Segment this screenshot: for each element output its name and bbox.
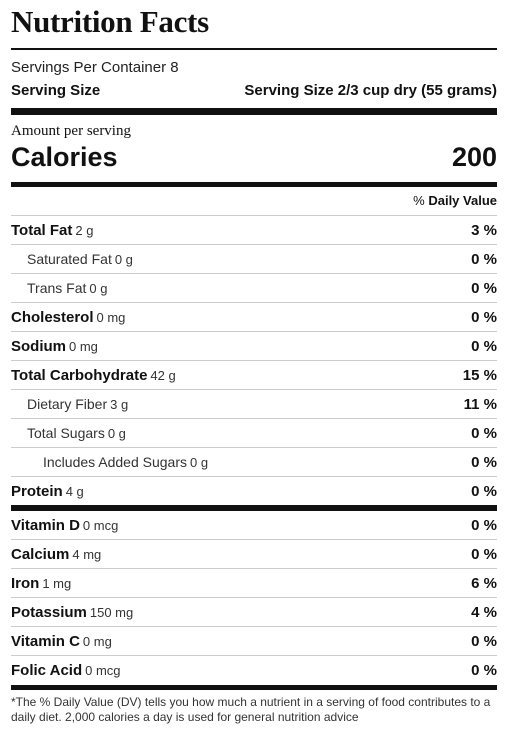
- nutrient-name: Total Sugars: [27, 424, 105, 441]
- vitamins-divider: [11, 505, 497, 511]
- nutrient-pct: 3 %: [471, 221, 497, 239]
- vitamin-pct: 6 %: [471, 574, 497, 592]
- vitamin-pct: 0 %: [471, 661, 497, 679]
- nutrient-row-trans-fat: Trans Fat 0 g 0 %: [11, 274, 497, 303]
- nutrient-pct: 0 %: [471, 308, 497, 326]
- calories-value: 200: [451, 142, 497, 172]
- nutrient-row-total-sugars: Total Sugars 0 g 0 %: [11, 419, 497, 448]
- nutrient-amount: 0 mg: [69, 338, 98, 354]
- nutrient-row-cholesterol: Cholesterol 0 mg 0 %: [11, 303, 497, 332]
- serving-size-value: Serving Size 2/3 cup dry (55 grams): [244, 82, 497, 99]
- vitamin-row-iron: Iron 1 mg 6 %: [11, 569, 497, 598]
- vitamin-row-folic-acid: Folic Acid 0 mcg 0 %: [11, 656, 497, 684]
- divider: [11, 48, 497, 50]
- serving-size-label: Serving Size: [11, 82, 101, 99]
- vitamin-amount: 0 mg: [82, 633, 112, 649]
- vitamin-name: Folic Acid: [11, 661, 83, 679]
- nutrient-row-saturated-fat: Saturated Fat 0 g 0 %: [11, 245, 497, 274]
- vitamin-amount: 4 mg: [72, 546, 102, 562]
- nutrient-amount: 42 g: [150, 367, 176, 383]
- vitamin-row-potassium: Potassium 150 mg 4 %: [11, 598, 497, 627]
- nutrient-amount: 4 g: [65, 483, 84, 499]
- vitamin-amount: 0 mcg: [82, 517, 119, 533]
- nutrient-row-sodium: Sodium 0 mg 0 %: [11, 332, 497, 361]
- nutrient-name: Saturated Fat: [27, 250, 112, 267]
- nutrient-name: Dietary Fiber: [27, 395, 108, 412]
- nutrient-row-total-fat: Total Fat 2 g 3 %: [11, 216, 497, 245]
- vitamin-name: Calcium: [11, 545, 70, 563]
- servings-per-container: Servings Per Container 8: [11, 59, 179, 76]
- nutrient-name: Trans Fat: [27, 279, 87, 296]
- nutrient-name: Includes Added Sugars: [43, 453, 187, 470]
- dv-header-bold: Daily Value: [428, 193, 497, 208]
- vitamin-pct: 0 %: [471, 632, 497, 650]
- vitamin-name: Iron: [11, 574, 40, 592]
- calories-label: Calories: [11, 142, 118, 172]
- nutrient-name: Cholesterol: [11, 308, 94, 326]
- nutrient-amount: 0 mg: [96, 309, 126, 325]
- nutrient-name: Protein: [11, 482, 63, 500]
- nutrient-pct: 0 %: [471, 482, 497, 500]
- vitamin-pct: 0 %: [471, 545, 497, 563]
- calories-row: Calories 200: [11, 140, 497, 174]
- serving-size-row: Serving Size Serving Size 2/3 cup dry (5…: [11, 79, 497, 103]
- nutrient-name: Total Fat: [11, 221, 73, 239]
- nutrient-row-dietary-fiber: Dietary Fiber 3 g 11 %: [11, 390, 497, 419]
- nutrient-amount: 0 g: [89, 280, 108, 296]
- vitamin-amount: 1 mg: [42, 575, 72, 591]
- footnote: *The % Daily Value (DV) tells you how mu…: [11, 695, 491, 724]
- thick-divider: [11, 108, 497, 115]
- nutrient-row-total-carbohydrate: Total Carbohydrate 42 g 15 %: [11, 361, 497, 390]
- nutrient-pct: 15 %: [462, 366, 497, 384]
- vitamin-row-calcium: Calcium 4 mg 0 %: [11, 540, 497, 569]
- nutrient-row-protein: Protein 4 g 0 %: [11, 477, 497, 505]
- nutrient-amount: 3 g: [110, 396, 129, 412]
- vitamin-name: Vitamin D: [11, 516, 80, 534]
- nutrition-facts-panel: Nutrition Facts Servings Per Container 8…: [11, 0, 497, 725]
- nutrient-name: Sodium: [11, 337, 66, 355]
- daily-value-header: % Daily Value: [11, 187, 497, 216]
- nutrient-amount: 0 g: [107, 425, 126, 441]
- nutrient-pct: 11 %: [463, 395, 497, 413]
- nutrient-amount: 0 g: [114, 251, 133, 267]
- nutrient-pct: 0 %: [471, 453, 497, 471]
- vitamin-amount: 0 mcg: [85, 662, 121, 678]
- nutrient-pct: 0 %: [471, 424, 497, 442]
- vitamin-name: Potassium: [11, 603, 87, 621]
- footnote-divider: [11, 685, 497, 690]
- dv-header-prefix: %: [413, 193, 429, 208]
- vitamin-pct: 0 %: [471, 516, 497, 534]
- panel-title: Nutrition Facts: [11, 4, 209, 39]
- vitamin-pct: 4 %: [471, 603, 497, 621]
- nutrient-amount: 2 g: [75, 222, 94, 238]
- calories-divider: [11, 182, 497, 187]
- nutrient-name: Total Carbohydrate: [11, 366, 148, 384]
- nutrient-pct: 0 %: [471, 279, 497, 297]
- nutrient-row-added-sugars: Includes Added Sugars 0 g 0 %: [11, 448, 497, 477]
- nutrient-pct: 0 %: [471, 250, 497, 268]
- vitamin-name: Vitamin C: [11, 632, 80, 650]
- amount-per-serving: Amount per serving: [11, 123, 131, 139]
- vitamin-amount: 150 mg: [89, 604, 134, 620]
- nutrient-pct: 0 %: [471, 337, 497, 355]
- nutrient-amount: 0 g: [190, 454, 209, 470]
